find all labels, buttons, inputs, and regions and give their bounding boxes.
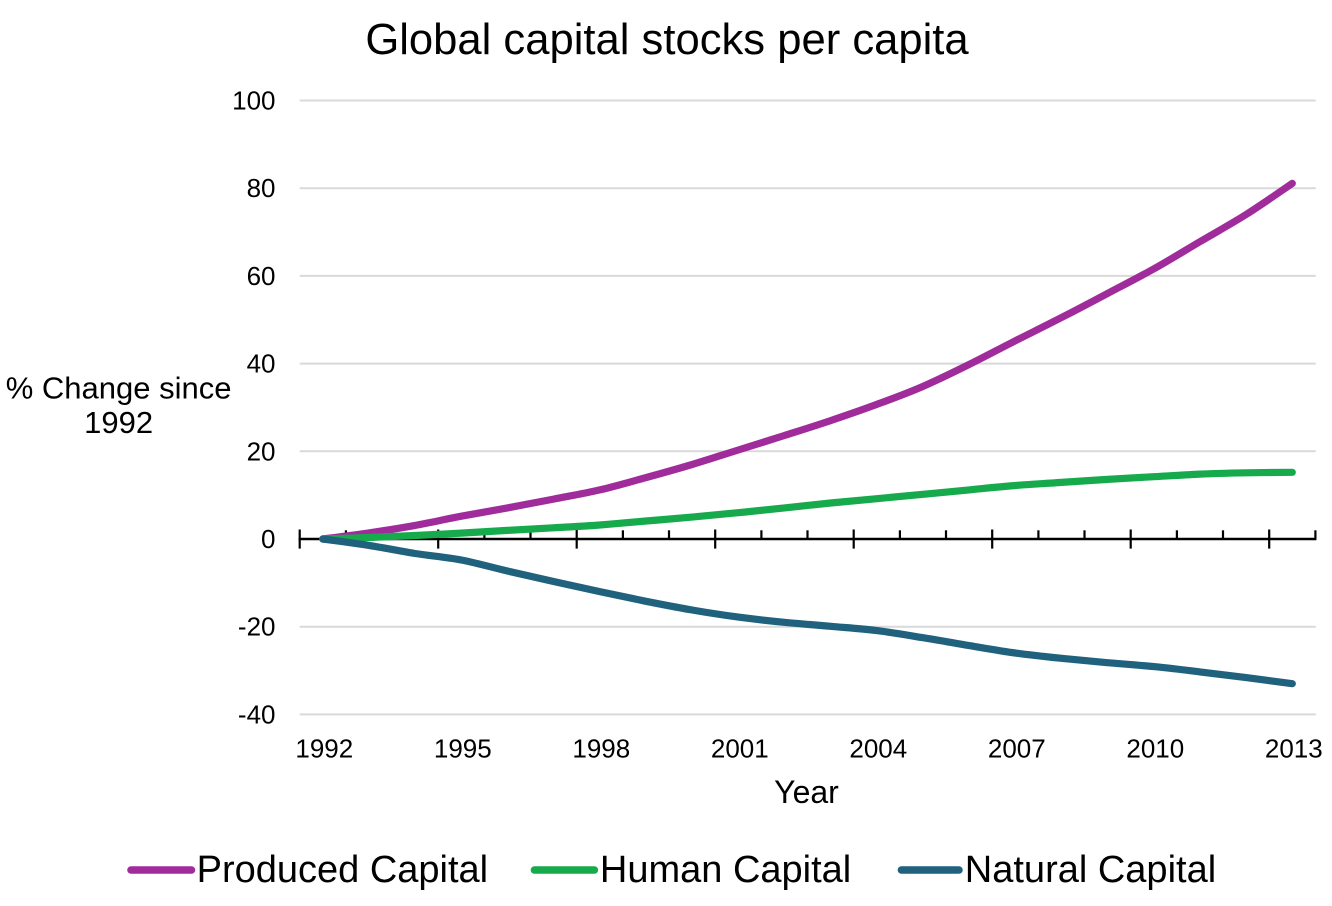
- svg-text:0: 0: [261, 524, 275, 554]
- svg-text:2010: 2010: [1126, 734, 1184, 764]
- svg-text:-20: -20: [238, 612, 276, 642]
- svg-text:2007: 2007: [988, 734, 1046, 764]
- svg-text:-40: -40: [238, 699, 276, 729]
- svg-text:Global capital stocks per capi: Global capital stocks per capita: [365, 16, 969, 64]
- svg-text:2013: 2013: [1265, 734, 1323, 764]
- svg-text:80: 80: [247, 173, 276, 203]
- svg-text:2001: 2001: [711, 734, 769, 764]
- svg-text:% Change since: % Change since: [6, 371, 232, 406]
- svg-text:1992: 1992: [295, 734, 353, 764]
- svg-text:20: 20: [247, 436, 276, 466]
- svg-text:1998: 1998: [572, 734, 630, 764]
- svg-text:Produced Capital: Produced Capital: [197, 849, 489, 891]
- svg-text:Human Capital: Human Capital: [600, 849, 851, 891]
- svg-text:1992: 1992: [84, 405, 153, 440]
- svg-text:2004: 2004: [849, 734, 907, 764]
- svg-text:Natural Capital: Natural Capital: [965, 849, 1216, 891]
- svg-text:Year: Year: [774, 774, 839, 810]
- svg-text:1995: 1995: [434, 734, 492, 764]
- svg-text:40: 40: [247, 349, 276, 379]
- svg-text:60: 60: [247, 261, 276, 291]
- svg-text:100: 100: [232, 86, 275, 116]
